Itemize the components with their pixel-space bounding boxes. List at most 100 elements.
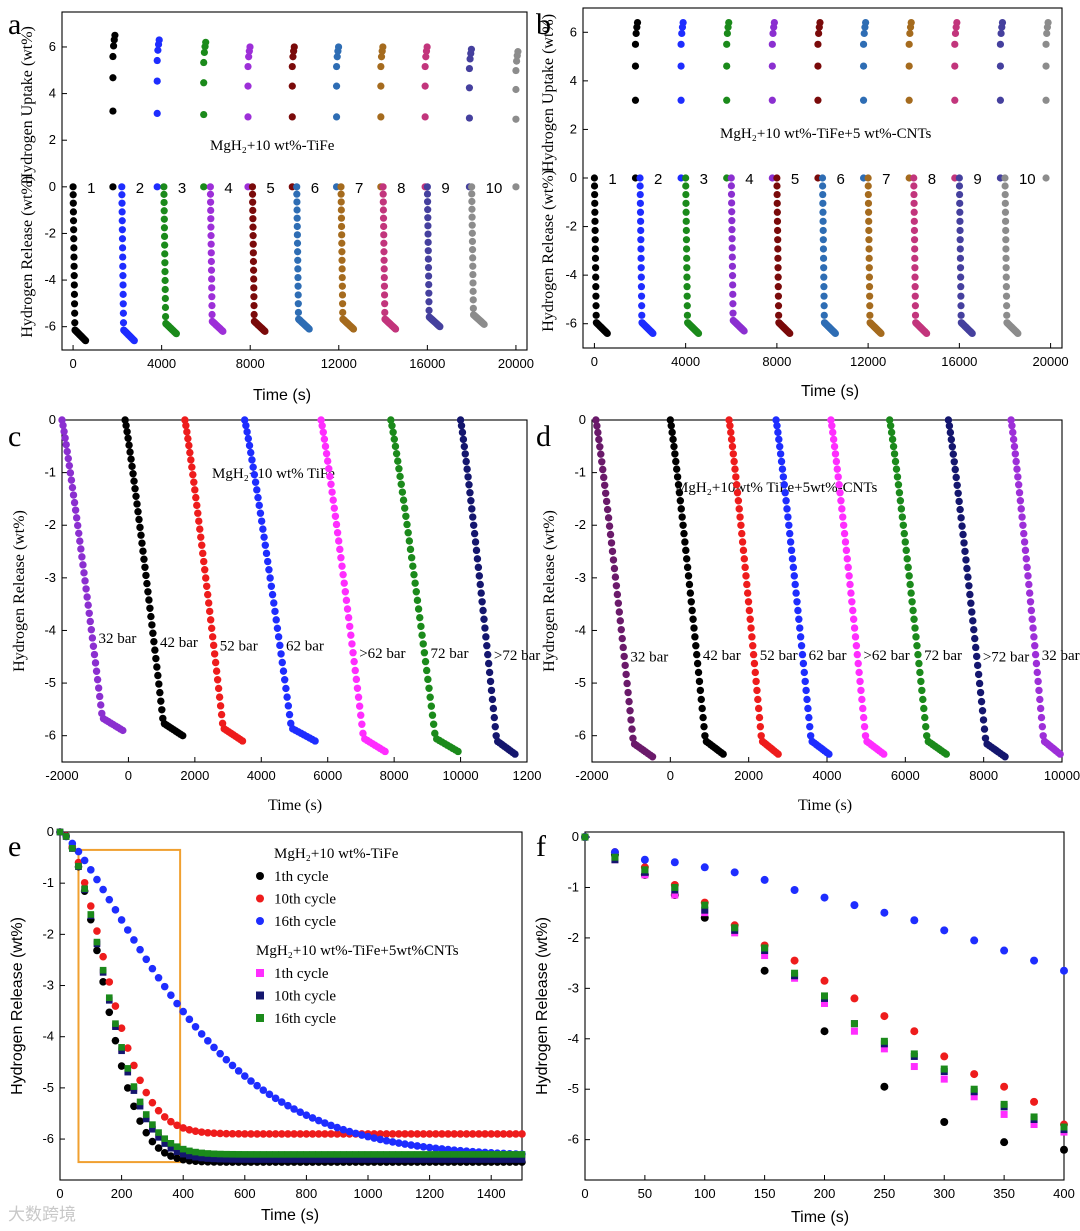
- release-point: [145, 596, 153, 604]
- release-point: [1020, 529, 1028, 538]
- y-tick-label: 0: [47, 824, 54, 839]
- release-point: [424, 247, 432, 255]
- release-point: [346, 1156, 353, 1163]
- release-point: [129, 470, 137, 478]
- release-point: [831, 329, 839, 338]
- release-point: [916, 668, 924, 677]
- release-point: [475, 1130, 483, 1138]
- release-point: [330, 504, 339, 512]
- release-point: [395, 465, 403, 473]
- release-point: [377, 1156, 384, 1163]
- release-point: [161, 1135, 169, 1142]
- release-point: [786, 538, 795, 546]
- pressure-label: 62 bar: [809, 648, 847, 664]
- release-point: [398, 488, 407, 496]
- release-point: [338, 248, 346, 256]
- x-tick-label: 10000: [442, 768, 478, 783]
- release-point: [910, 217, 918, 225]
- release-point: [683, 273, 691, 281]
- release-point: [830, 442, 839, 451]
- release-point: [819, 182, 827, 190]
- release-point: [401, 504, 409, 512]
- release-point: [468, 246, 477, 254]
- release-point: [256, 509, 265, 517]
- release-point: [1001, 217, 1010, 225]
- release-point: [649, 329, 657, 338]
- release-point: [328, 488, 336, 496]
- release-point: [500, 1151, 507, 1158]
- y-axis-label-uptake: Hydrogen Uptake (wt%): [540, 14, 557, 172]
- release-point: [407, 1156, 415, 1163]
- release-point: [119, 319, 128, 327]
- release-point: [290, 1105, 298, 1113]
- release-point: [750, 659, 759, 668]
- release-point: [911, 254, 919, 262]
- x-tick-label: 800: [296, 1186, 318, 1201]
- release-point: [379, 206, 388, 214]
- uptake-point: [244, 113, 252, 121]
- release-point: [353, 684, 362, 692]
- x-tick-label: 0: [591, 354, 598, 369]
- uptake-point: [202, 38, 210, 46]
- release-point: [729, 290, 737, 298]
- release-point: [673, 465, 681, 473]
- release-point: [364, 1156, 372, 1163]
- release-point: [407, 1151, 415, 1158]
- release-point: [469, 304, 477, 312]
- release-point: [56, 828, 64, 836]
- release-point: [637, 283, 646, 291]
- release-point: [346, 622, 354, 631]
- release-point: [820, 264, 828, 272]
- release-point: [976, 688, 985, 697]
- release-point: [834, 473, 842, 481]
- release-point: [317, 416, 325, 424]
- release-point: [338, 256, 346, 264]
- y-tick-label: 4: [49, 86, 56, 101]
- release-point: [396, 472, 404, 481]
- release-point: [196, 525, 204, 533]
- x-tick-label: 600: [234, 1186, 256, 1201]
- release-point: [1012, 457, 1020, 466]
- release-point: [690, 624, 698, 632]
- release-point: [697, 695, 705, 704]
- release-point: [380, 248, 388, 256]
- release-point: [923, 329, 931, 338]
- release-point: [681, 538, 689, 546]
- release-point: [248, 456, 256, 464]
- release-point: [395, 1156, 403, 1163]
- release-point: [591, 236, 599, 244]
- release-point: [412, 588, 420, 596]
- release-point: [161, 241, 169, 249]
- uptake-point: [333, 53, 341, 61]
- release-point: [425, 1130, 434, 1138]
- release-point: [518, 1156, 526, 1163]
- release-point: [1001, 174, 1009, 182]
- release-point: [338, 273, 346, 282]
- data-point: [970, 1070, 979, 1079]
- uptake-point: [109, 42, 118, 50]
- cycle-label: 7: [355, 180, 363, 197]
- release-point: [980, 725, 989, 733]
- release-point: [118, 244, 127, 252]
- release-point: [679, 521, 687, 529]
- x-tick-label: 12000: [321, 356, 357, 371]
- x-tick-label: 200: [814, 1186, 836, 1201]
- release-point: [1030, 633, 1038, 641]
- release-point: [784, 513, 792, 521]
- release-point: [296, 1151, 304, 1158]
- release-point: [956, 254, 965, 262]
- release-point: [150, 637, 158, 646]
- release-point: [383, 1156, 390, 1163]
- release-point: [481, 624, 489, 632]
- pressure-label: >72 bar: [494, 648, 540, 664]
- release-point: [950, 458, 958, 466]
- release-point: [488, 695, 497, 704]
- release-point: [456, 416, 465, 424]
- y-tick-label: 0: [570, 170, 577, 185]
- release-point: [493, 1130, 502, 1138]
- release-point: [185, 441, 193, 450]
- release-point: [910, 199, 918, 207]
- release-point: [591, 199, 599, 207]
- release-point: [351, 666, 359, 675]
- release-point: [478, 598, 486, 606]
